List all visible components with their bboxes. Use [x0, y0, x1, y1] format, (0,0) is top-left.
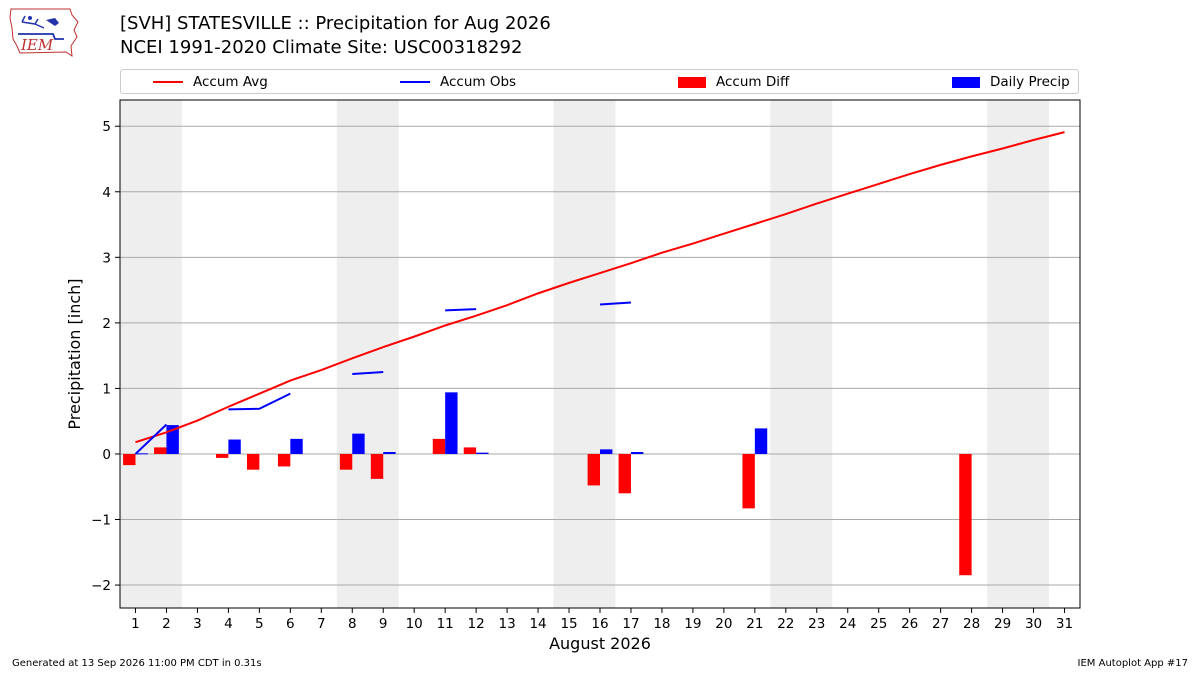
daily-precip-bar: [600, 449, 613, 454]
legend-accum-diff-label: Accum Diff: [716, 74, 790, 90]
weekend-shading: [120, 100, 182, 608]
legend-accum-avg-swatch: [153, 81, 183, 83]
legend-accum-obs-swatch: [400, 81, 430, 83]
daily-precip-bar: [352, 433, 365, 454]
chart-legend: Accum Avg Accum Obs Accum Diff Daily Pre…: [120, 69, 1079, 94]
x-tick-label: 6: [286, 616, 295, 632]
daily-precip-bar: [383, 451, 396, 454]
legend-accum-diff: Accum Diff: [678, 73, 789, 91]
accum-diff-bar: [277, 453, 291, 467]
daily-precip-bar: [166, 425, 179, 454]
y-tick-label: 5: [102, 119, 111, 135]
legend-daily-precip: Daily Precip: [952, 73, 1070, 91]
x-tick-label: 20: [715, 616, 732, 632]
footer-app: IEM Autoplot App #17: [1077, 658, 1188, 669]
legend-accum-obs: Accum Obs: [400, 73, 516, 91]
daily-precip-bar: [135, 453, 148, 455]
y-tick-label: −2: [91, 578, 111, 594]
x-tick-label: 18: [653, 616, 670, 632]
x-tick-label: 23: [808, 616, 825, 632]
x-tick-label: 12: [468, 616, 485, 632]
accum-obs-line: [134, 423, 168, 455]
weekend-shading: [770, 100, 833, 608]
legend-daily-precip-label: Daily Precip: [990, 74, 1070, 90]
daily-precip-bar: [445, 392, 458, 454]
iowa-map-logo-icon: IEM: [9, 8, 79, 58]
x-tick-label: 17: [622, 616, 639, 632]
accum-diff-bar: [370, 453, 384, 479]
legend-accum-diff-swatch: [678, 76, 706, 88]
x-tick-label: 5: [255, 616, 264, 632]
x-tick-label: 1: [131, 616, 140, 632]
x-tick-label: 30: [1025, 616, 1042, 632]
x-tick-label: 26: [901, 616, 918, 632]
accum-diff-bar: [587, 453, 600, 486]
accum-obs-line: [445, 308, 477, 312]
weekend-shading: [987, 100, 1050, 608]
accum-diff-bar: [246, 453, 260, 470]
daily-precip-bar: [290, 438, 303, 454]
x-tick-label: 3: [193, 616, 202, 632]
chart-subtitle: NCEI 1991-2020 Climate Site: USC00318292: [120, 37, 523, 58]
iem-logo: IEM: [8, 6, 82, 60]
daily-precip-bar: [228, 439, 241, 454]
daily-precip-bar: [476, 452, 489, 454]
x-tick-label: 28: [963, 616, 980, 632]
legend-accum-obs-label: Accum Obs: [440, 74, 517, 90]
x-tick-label: 9: [379, 616, 388, 632]
x-tick-label: 21: [746, 616, 763, 632]
x-tick-label: 4: [224, 616, 233, 632]
accum-diff-bar: [463, 447, 477, 454]
y-tick-label: 4: [102, 185, 111, 201]
x-tick-label: 8: [348, 616, 357, 632]
x-tick-label: 14: [529, 616, 546, 632]
daily-precip-bar: [754, 428, 768, 454]
x-tick-label: 29: [994, 616, 1011, 632]
legend-accum-avg: Accum Avg: [153, 73, 268, 91]
x-tick-label: 22: [777, 616, 794, 632]
x-tick-label: 10: [406, 616, 423, 632]
accum-obs-line: [599, 301, 632, 306]
y-axis-label: Precipitation [inch]: [65, 278, 84, 429]
accum-avg-line: [135, 131, 1065, 444]
accum-diff-bar: [742, 453, 755, 509]
y-tick-label: 3: [102, 250, 111, 266]
legend-accum-avg-label: Accum Avg: [193, 74, 268, 90]
x-tick-label: 19: [684, 616, 701, 632]
accum-diff-bar: [618, 453, 631, 494]
accum-diff-bar: [216, 453, 229, 458]
accum-diff-bar: [154, 447, 167, 454]
logo-text: IEM: [20, 36, 54, 54]
x-tick-label: 27: [932, 616, 949, 632]
x-axis-label: August 2026: [549, 634, 651, 653]
footer-generated: Generated at 13 Sep 2026 11:00 PM CDT in…: [12, 658, 262, 669]
legend-daily-precip-swatch: [952, 76, 980, 88]
x-tick-label: 24: [839, 616, 856, 632]
y-tick-label: 0: [102, 447, 111, 463]
x-tick-label: 2: [162, 616, 171, 632]
x-tick-label: 11: [437, 616, 454, 632]
y-tick-label: −1: [91, 513, 111, 529]
accum-diff-bar: [959, 453, 972, 576]
y-tick-label: 1: [102, 381, 111, 397]
x-tick-label: 15: [560, 616, 577, 632]
x-tick-label: 31: [1056, 616, 1073, 632]
x-tick-label: 16: [591, 616, 608, 632]
accum-diff-bar: [123, 453, 136, 466]
x-tick-label: 25: [870, 616, 887, 632]
daily-precip-bar: [630, 451, 644, 454]
weekend-shading: [336, 100, 399, 608]
x-tick-label: 7: [317, 616, 326, 632]
y-tick-label: 2: [102, 316, 111, 332]
accum-diff-bar: [432, 438, 446, 454]
accum-obs-line: [228, 392, 291, 411]
x-tick-label: 13: [499, 616, 516, 632]
accum-obs-line: [352, 371, 384, 375]
weekend-shading: [553, 100, 616, 608]
accum-diff-bar: [339, 453, 353, 470]
chart-title: [SVH] STATESVILLE :: Precipitation for A…: [120, 13, 551, 34]
